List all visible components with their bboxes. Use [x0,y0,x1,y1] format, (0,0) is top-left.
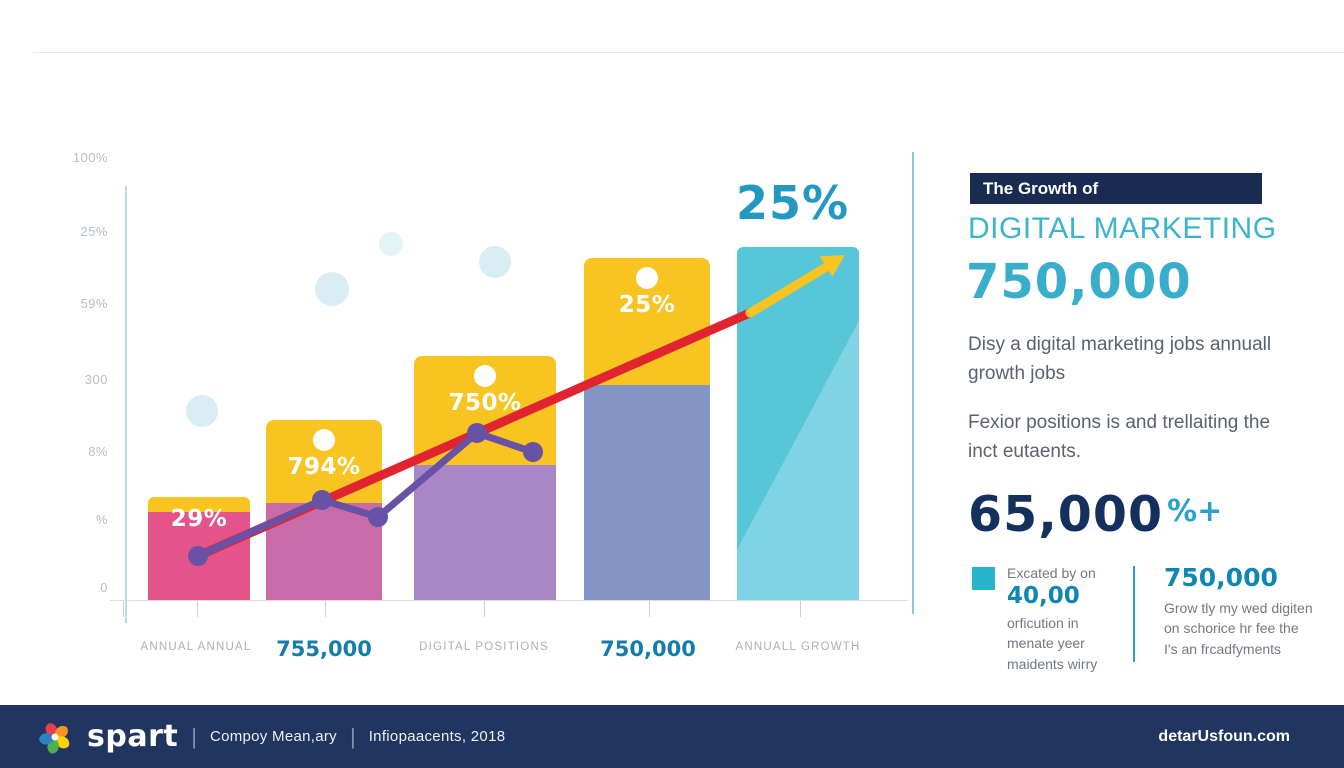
stat-divider-line [1133,566,1135,662]
footer-separator: | [191,723,197,749]
pinwheel-logo-icon [39,722,70,754]
bar-value-label: 750% [448,390,522,416]
y-axis-tick-label: 25% [80,224,108,239]
trend-percentage-label: 25% [736,176,850,230]
bar-annual-annual: 29% [148,497,250,600]
bar-marker-circle [313,429,335,451]
bar-digital-positions: 750% [414,356,556,600]
x-axis-tick [484,601,485,617]
x-axis-category-label: 755,000 [276,637,372,661]
bar-body [414,465,556,600]
bar-marker-circle [474,365,496,387]
big-stat-number: 65,000 [968,486,1164,543]
stat-description: Grow tly my wed digiten on schorice hr f… [1164,600,1313,657]
y-axis-tick-label: 0 [100,580,108,595]
stat-value: 40,00 [1007,583,1080,609]
bubble-decoration [315,272,349,306]
y-axis-tick-label: 300 [84,372,108,387]
stat-description: orficution in menate yeer maidents wirry [1007,615,1098,672]
bar-750000: 25% [584,258,710,600]
stat-bullet-icon [972,567,995,590]
footer-separator: | [350,723,356,749]
stat-column-1: Excated by on 40,00 orficution in menate… [1007,565,1122,674]
bar-body [584,385,710,600]
bubble-decoration [186,395,218,427]
top-divider [33,52,1344,53]
x-axis-tick [197,601,198,617]
bar-marker-circle [636,267,658,289]
x-axis-tick [800,601,801,617]
bar-value-label: 25% [618,292,676,318]
footer-website-text: detarUsfoun.com [1158,727,1290,745]
brand-name: spart [87,719,179,754]
panel-heading: DIGITAL MARKETING [968,212,1277,245]
bar-annual-growth [737,247,859,600]
y-axis-tick-label: 59% [80,296,108,311]
bar-value-label: 29% [170,506,228,532]
panel-divider-line [912,152,914,614]
title-banner: The Growth of [970,173,1262,204]
footer-bar: spart | Compoy Mean,ary | Infiopaacents,… [0,705,1344,768]
x-axis-tick [325,601,326,617]
bar-body [266,503,382,600]
stat-value: 750,000 [1164,563,1278,592]
x-axis-category-label: DIGITAL POSITIONS [419,641,549,653]
bar-755000: 794% [266,420,382,600]
y-axis-tick-label: 8% [88,444,108,459]
x-axis-category-label: 750,000 [600,637,696,661]
stat-label: Excated by on [1007,565,1096,581]
bubble-decoration [379,232,403,256]
x-axis-category-label: ANNUAL ANNUAL [140,641,252,653]
x-axis-line [110,600,908,601]
x-axis-tick [649,601,650,617]
panel-paragraph: Fexior positions is and trellaiting the … [968,412,1271,463]
y-axis-line [125,186,127,623]
y-axis-tick-label: 100% [72,150,108,165]
bar-value-label: 794% [287,454,361,480]
panel-big-number: 750,000 [966,254,1192,310]
big-stat-suffix: %+ [1167,494,1223,529]
footer-brand-group: spart | Compoy Mean,ary | Infiopaacents,… [36,718,505,756]
y-axis-tick-label: % [95,512,108,527]
panel-paragraph: Disy a digital marketing jobs annuall gr… [968,334,1272,385]
footer-source-text: Infiopaacents, 2018 [368,728,506,745]
footer-company-text: Compoy Mean,ary [209,728,337,745]
x-axis-category-label: ANNUALL GROWTH [735,641,861,653]
stat-column-2: 750,000 Grow tly my wed digiten on schor… [1164,563,1316,659]
big-stat: 65,000 %+ [968,486,1222,543]
x-axis-tick [123,601,124,617]
bubble-decoration [479,246,511,278]
